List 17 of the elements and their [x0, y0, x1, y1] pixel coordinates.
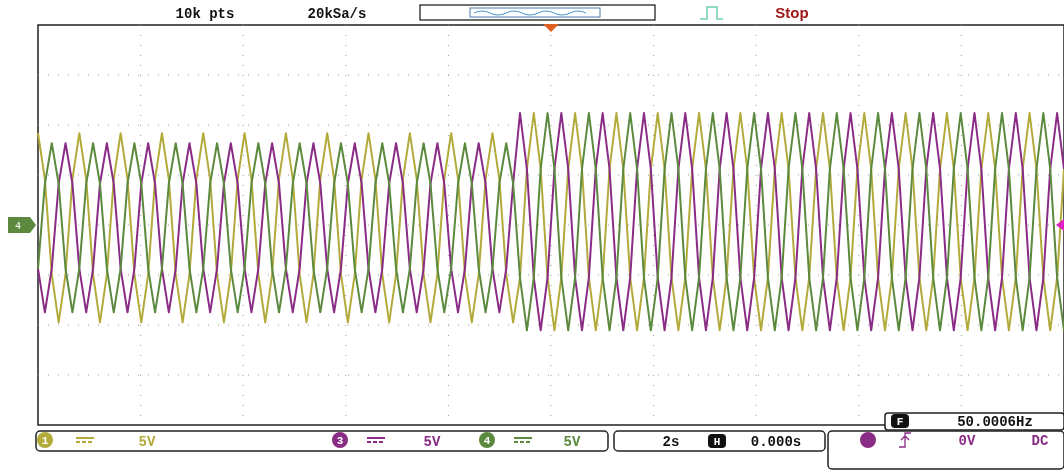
text: 0V: [958, 433, 976, 449]
text: 1: [41, 435, 49, 447]
legend-label: 4: [483, 435, 491, 447]
text: 50.0006Hz: [957, 414, 1033, 430]
text: F: [896, 416, 904, 428]
text: DC: [1031, 433, 1049, 449]
text: 20kSa/s: [307, 6, 367, 22]
text: 5V: [423, 434, 441, 450]
text: 2s: [662, 434, 680, 450]
text: 10k pts: [175, 6, 235, 22]
legend-label: 3: [336, 435, 344, 447]
text: Stop: [775, 4, 809, 21]
text: 0.000s: [750, 434, 802, 450]
text: 4: [14, 221, 22, 232]
text: H: [713, 436, 721, 448]
text: 5V: [138, 434, 156, 450]
text: 5V: [563, 434, 581, 450]
